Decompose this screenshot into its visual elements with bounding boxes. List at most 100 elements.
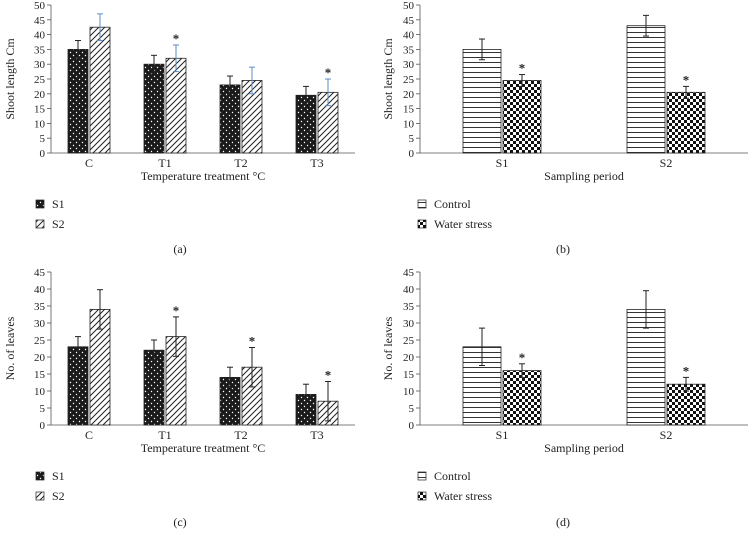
- y-tick-label: 15: [403, 369, 415, 381]
- y-tick-label: 5: [409, 403, 415, 415]
- chart-panel-4: 0 5 10 15 20 25 30 35 40 45 No. of leaves S1 * S2 * Sam…: [381, 267, 748, 529]
- significance-star: *: [683, 72, 690, 87]
- legend-swatch: [417, 199, 427, 209]
- bar: [666, 91, 706, 154]
- y-tick-label: 15: [34, 369, 46, 381]
- y-tick-label: 40: [403, 30, 415, 42]
- chart-panel-3: 0 5 10 15 20 25 30 35 40 45 No. of leaves C T1 * T2 * T3…: [3, 267, 355, 529]
- panel-label: (a): [173, 242, 186, 256]
- y-axis-label: No. of leaves: [3, 316, 17, 380]
- legend-swatch: [35, 199, 45, 209]
- y-tick-label: 0: [409, 420, 415, 432]
- y-tick-label: 45: [34, 267, 46, 279]
- y-tick-label: 30: [34, 59, 46, 71]
- significance-star: *: [325, 367, 332, 382]
- x-category-label: S1: [496, 156, 509, 170]
- y-tick-label: 10: [34, 386, 46, 398]
- bar: [143, 349, 165, 426]
- legend-label: S1: [52, 469, 65, 483]
- bar: [165, 57, 187, 154]
- bar: [502, 370, 542, 426]
- y-tick-label: 0: [40, 420, 46, 432]
- y-tick-label: 40: [34, 284, 46, 296]
- significance-star: *: [325, 65, 332, 80]
- y-tick-label: 50: [34, 0, 46, 12]
- y-tick-label: 30: [403, 318, 415, 330]
- legend-label: S2: [52, 489, 65, 503]
- x-category-label: S1: [496, 428, 509, 442]
- x-category-label: T3: [310, 156, 323, 170]
- legend-swatch: [417, 491, 427, 501]
- y-tick-label: 10: [403, 118, 415, 130]
- x-axis-label: Temperature treatment °C: [141, 441, 266, 455]
- x-category-label: C: [85, 428, 93, 442]
- y-tick-label: 15: [34, 104, 46, 116]
- y-tick-label: 25: [34, 335, 46, 347]
- significance-star: *: [519, 61, 526, 76]
- panel-label: (d): [556, 515, 570, 529]
- panel-label: (b): [556, 242, 570, 256]
- y-tick-label: 0: [40, 148, 46, 160]
- y-tick-label: 45: [403, 267, 415, 279]
- x-category-label: T2: [234, 156, 247, 170]
- y-tick-label: 50: [403, 0, 415, 12]
- y-tick-label: 35: [34, 301, 46, 313]
- significance-star: *: [249, 333, 256, 348]
- bar: [67, 346, 89, 426]
- y-tick-label: 5: [40, 403, 46, 415]
- y-tick-label: 40: [403, 284, 415, 296]
- y-tick-label: 45: [34, 15, 46, 27]
- y-tick-label: 10: [34, 118, 46, 130]
- bar: [502, 80, 542, 154]
- x-axis-label: Sampling period: [544, 169, 624, 183]
- x-category-label: C: [85, 156, 93, 170]
- y-axis-label: Shoot length Cm: [381, 38, 395, 120]
- chart-panel-2: 0 5 10 15 20 25 30 35 40 45 50 Shoot length Cm S1 * S2…: [381, 0, 748, 256]
- y-tick-label: 5: [40, 133, 46, 145]
- significance-star: *: [173, 303, 180, 318]
- y-tick-label: 40: [34, 30, 46, 42]
- y-tick-label: 20: [403, 89, 415, 101]
- legend-label: Control: [434, 469, 471, 483]
- y-tick-label: 10: [403, 386, 415, 398]
- x-category-label: T1: [158, 428, 171, 442]
- y-tick-label: 0: [409, 148, 415, 160]
- legend-swatch: [417, 219, 427, 229]
- y-tick-label: 20: [403, 352, 415, 364]
- chart-panel-1: 0 5 10 15 20 25 30 35 40 45 50 Shoot length Cm C T1 * T…: [3, 0, 355, 256]
- y-tick-label: 35: [403, 44, 415, 56]
- legend-swatch: [417, 471, 427, 481]
- bar: [626, 25, 666, 154]
- bar: [626, 308, 666, 426]
- x-axis-label: Sampling period: [544, 441, 624, 455]
- legend-swatch: [35, 219, 45, 229]
- y-tick-label: 20: [34, 89, 46, 101]
- bar: [462, 49, 502, 154]
- bar: [143, 63, 165, 154]
- legend-label: Water stress: [434, 489, 492, 503]
- bar: [89, 26, 111, 154]
- y-tick-label: 15: [403, 104, 415, 116]
- legend-swatch: [35, 491, 45, 501]
- significance-star: *: [519, 350, 526, 365]
- legend-label: S1: [52, 197, 65, 211]
- significance-star: *: [683, 363, 690, 378]
- panel-label: (c): [173, 515, 186, 529]
- x-category-label: T3: [310, 428, 323, 442]
- legend-label: Control: [434, 197, 471, 211]
- y-tick-label: 35: [403, 301, 415, 313]
- y-tick-label: 30: [403, 59, 415, 71]
- significance-star: *: [173, 31, 180, 46]
- y-tick-label: 45: [403, 15, 415, 27]
- bar: [219, 84, 241, 154]
- y-tick-label: 25: [34, 74, 46, 86]
- y-tick-label: 20: [34, 352, 46, 364]
- legend-label: Water stress: [434, 217, 492, 231]
- x-category-label: S2: [660, 428, 673, 442]
- y-tick-label: 30: [34, 318, 46, 330]
- y-tick-label: 35: [34, 44, 46, 56]
- legend-swatch: [35, 471, 45, 481]
- y-tick-label: 25: [403, 335, 415, 347]
- y-tick-label: 5: [409, 133, 415, 145]
